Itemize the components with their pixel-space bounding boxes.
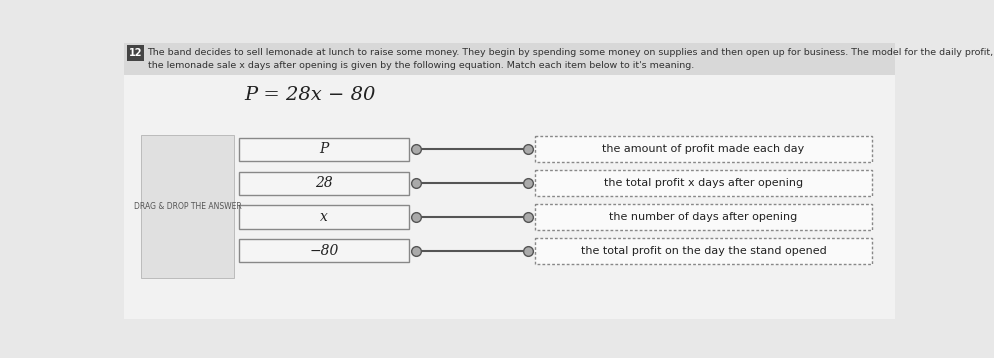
Text: The band decides to sell lemonade at lunch to raise some money. They begin by sp: The band decides to sell lemonade at lun… [147, 48, 994, 58]
FancyBboxPatch shape [141, 135, 235, 278]
FancyBboxPatch shape [239, 138, 410, 161]
FancyBboxPatch shape [239, 205, 410, 228]
FancyBboxPatch shape [127, 45, 144, 61]
Text: the total profit x days after opening: the total profit x days after opening [604, 178, 803, 188]
Text: −80: −80 [309, 244, 339, 258]
FancyBboxPatch shape [535, 238, 872, 264]
Text: the number of days after opening: the number of days after opening [609, 212, 798, 222]
Text: the total profit on the day the stand opened: the total profit on the day the stand op… [580, 246, 826, 256]
FancyBboxPatch shape [535, 170, 872, 196]
Text: P = 28x − 80: P = 28x − 80 [245, 86, 376, 104]
Text: DRAG & DROP THE ANSWER: DRAG & DROP THE ANSWER [134, 202, 242, 211]
FancyBboxPatch shape [535, 204, 872, 230]
FancyBboxPatch shape [239, 171, 410, 195]
FancyBboxPatch shape [124, 43, 895, 319]
Text: 28: 28 [315, 176, 333, 190]
FancyBboxPatch shape [535, 136, 872, 162]
Text: the amount of profit made each day: the amount of profit made each day [602, 144, 805, 154]
FancyBboxPatch shape [124, 43, 895, 75]
Text: 12: 12 [129, 48, 142, 58]
Text: the lemonade sale x days after opening is given by the following equation. Match: the lemonade sale x days after opening i… [147, 61, 694, 70]
Text: x: x [320, 210, 328, 224]
Text: P: P [319, 142, 329, 156]
FancyBboxPatch shape [239, 239, 410, 262]
